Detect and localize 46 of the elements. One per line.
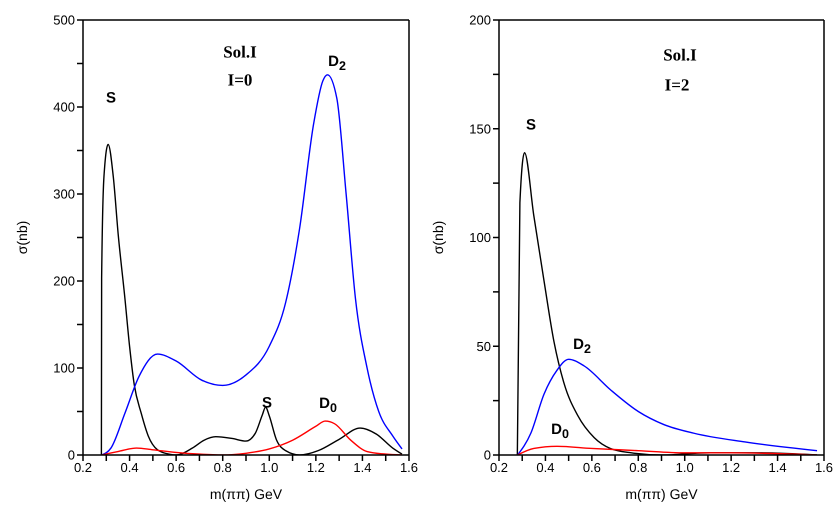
annotation: D$_{2}$	[328, 52, 346, 73]
x-axis-title: m(ππ) GeV	[625, 486, 698, 502]
x-tick-label: 0.6	[582, 460, 601, 476]
annotation: D$_{0}$	[319, 394, 337, 415]
y-tick-label: 100	[53, 360, 75, 376]
line-series	[100, 420, 403, 455]
y-tick-label: 200	[469, 12, 491, 28]
x-tick-label: 1.4	[353, 460, 372, 476]
x-tick-label: 1.6	[400, 460, 418, 476]
annotation: D$_{0}$	[551, 420, 569, 441]
annotation: Sol.I	[223, 42, 257, 62]
x-tick-label: 0.4	[120, 460, 139, 476]
x-tick-label: 0.2	[74, 460, 92, 476]
annotation: I=2	[664, 76, 690, 94]
y-axis-title: σ(nb)	[14, 220, 30, 254]
x-tick-label: 1.2	[722, 460, 740, 476]
annotation: D$_{2}$	[573, 336, 591, 356]
x-tick-label: 1.2	[306, 460, 325, 476]
annotation: I=0	[228, 70, 252, 90]
annotation: S	[106, 90, 116, 106]
y-tick-label: 0	[68, 448, 75, 463]
y-tick-label: 0	[484, 448, 491, 463]
y-tick-label: 50	[476, 338, 491, 354]
y-tick-label: 300	[53, 186, 75, 202]
x-axis-title: m(ππ) GeV	[210, 486, 283, 502]
x-tick-label: 1.0	[260, 460, 278, 476]
line-series	[516, 358, 818, 455]
x-tick-label: 1.4	[768, 460, 787, 476]
y-tick-label: 200	[53, 274, 75, 289]
x-tick-label: 0.4	[536, 460, 554, 476]
x-tick-label: 0.6	[167, 460, 186, 476]
x-tick-label: 0.2	[490, 460, 508, 476]
y-tick-label: 500	[53, 12, 75, 28]
x-tick-label: 0.8	[214, 460, 232, 476]
y-tick-label: 400	[53, 100, 75, 115]
x-tick-label: 1.6	[814, 460, 834, 476]
annotation: S	[262, 394, 272, 412]
y-axis-title: σ(nb)	[430, 220, 446, 254]
annotation: S	[526, 116, 536, 134]
y-tick-label: 100	[469, 230, 491, 246]
line-series	[516, 446, 818, 455]
y-tick-label: 150	[469, 121, 491, 136]
line-series	[100, 74, 403, 455]
x-tick-label: 0.8	[629, 460, 648, 476]
annotation: Sol.I	[663, 46, 697, 64]
x-tick-label: 1.0	[676, 460, 694, 476]
